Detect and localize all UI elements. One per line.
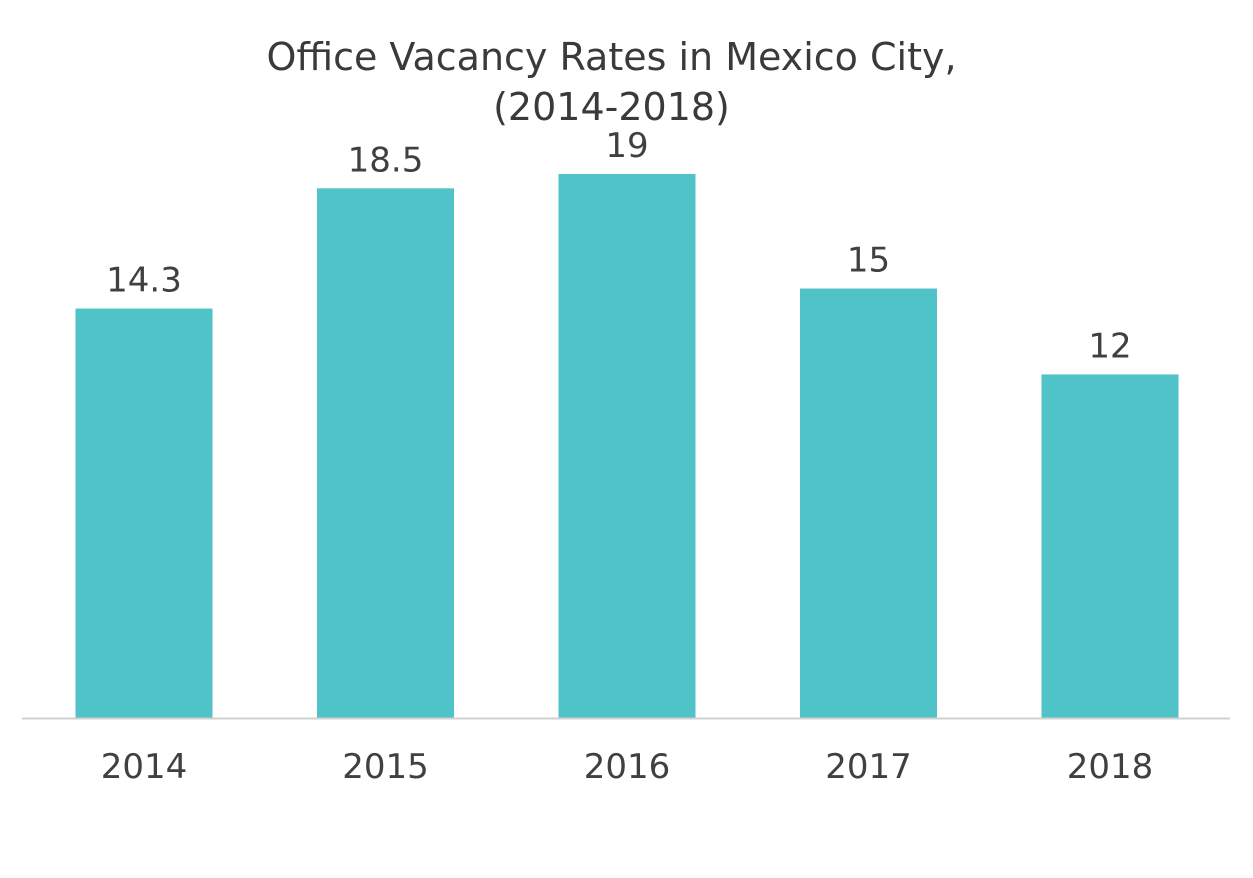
x-tick-label-2018: 2018 [1067, 747, 1154, 787]
bar-2014 [75, 308, 213, 718]
chart-title-line-2: (2014-2018) [493, 85, 730, 129]
bar-2016 [558, 174, 696, 718]
bar-2018 [1041, 374, 1179, 718]
bars-group [75, 174, 1179, 718]
x-tick-label-2016: 2016 [584, 747, 671, 787]
data-label-2018: 12 [1088, 326, 1131, 366]
x-tick-label-2014: 2014 [101, 747, 188, 787]
data-label-2017: 15 [847, 241, 890, 281]
data-label-2016: 19 [605, 126, 648, 166]
x-tick-label-2017: 2017 [825, 747, 912, 787]
data-label-2014: 14.3 [106, 261, 182, 301]
data-label-2015: 18.5 [348, 140, 424, 180]
x-tick-labels-group: 2014 2015 2016 2017 2018 [101, 747, 1154, 787]
data-labels-group: 14.3 18.5 19 15 12 [106, 126, 1131, 366]
bar-2015 [317, 188, 454, 718]
chart-title-line-1: Office Vacancy Rates in Mexico City, [266, 35, 957, 79]
x-tick-label-2015: 2015 [342, 747, 429, 787]
bar-2017 [800, 288, 937, 718]
